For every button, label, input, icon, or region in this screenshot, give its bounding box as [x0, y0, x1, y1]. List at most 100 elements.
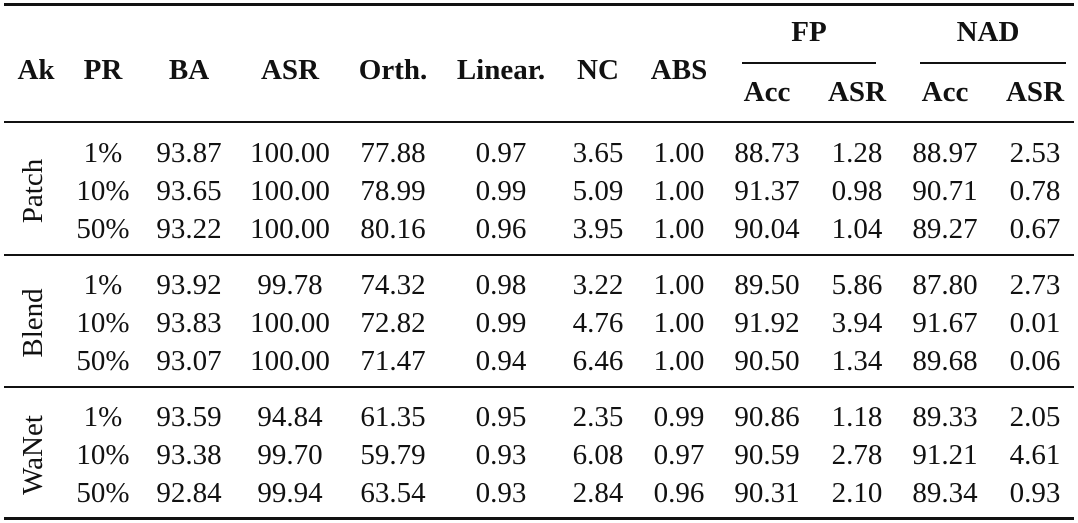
cell-asr: 100.00: [250, 175, 330, 207]
cell-linear: 0.99: [475, 175, 527, 207]
cell-nc: 4.76: [572, 307, 624, 339]
cell-nad-acc: 89.34: [912, 477, 978, 509]
cell-fp-asr: 1.18: [831, 401, 883, 433]
cell-abs: 0.96: [653, 477, 705, 509]
cell-nad-acc: 89.27: [912, 213, 978, 245]
cell-linear: 0.94: [475, 345, 527, 377]
cell-orth: 78.99: [360, 175, 426, 207]
cell-asr: 99.78: [257, 269, 323, 301]
cell-nad-asr: 0.67: [1009, 213, 1061, 245]
cell-ba: 93.59: [156, 401, 222, 433]
cell-ba: 93.22: [156, 213, 222, 245]
cell-abs: 0.99: [653, 401, 705, 433]
cell-linear: 0.96: [475, 213, 527, 245]
cell-orth: 77.88: [360, 137, 426, 169]
cell-ba: 93.38: [156, 439, 222, 471]
cell-nc: 6.46: [572, 345, 624, 377]
cell-pr: 1%: [83, 137, 123, 169]
cell-nc: 3.95: [572, 213, 624, 245]
cell-pr: 50%: [76, 213, 130, 245]
cell-orth: 74.32: [360, 269, 426, 301]
cell-abs: 0.97: [653, 439, 705, 471]
cell-fp-acc: 90.04: [734, 213, 800, 245]
cell-abs: 1.00: [653, 175, 705, 207]
cell-nad-asr: 2.53: [1009, 137, 1061, 169]
cell-nad-asr: 2.05: [1009, 401, 1061, 433]
cell-fp-asr: 5.86: [831, 269, 883, 301]
header-fp-acc: Acc: [743, 76, 791, 108]
cell-abs: 1.00: [653, 345, 705, 377]
cell-fp-acc: 90.50: [734, 345, 800, 377]
cell-nad-acc: 87.80: [912, 269, 978, 301]
header-ba: BA: [168, 54, 210, 86]
cell-pr: 1%: [83, 401, 123, 433]
cell-ba: 93.92: [156, 269, 222, 301]
group-label: Blend: [17, 288, 49, 358]
cell-asr: 99.94: [257, 477, 323, 509]
cell-nc: 3.22: [572, 269, 624, 301]
header-asr: ASR: [260, 54, 320, 86]
cell-nad-acc: 90.71: [912, 175, 978, 207]
header-nc: NC: [577, 54, 619, 86]
cell-asr: 99.70: [257, 439, 323, 471]
cell-fp-asr: 1.34: [831, 345, 883, 377]
cell-nc: 2.84: [572, 477, 624, 509]
cell-nad-acc: 91.21: [912, 439, 978, 471]
cell-nad-acc: 89.33: [912, 401, 978, 433]
cell-linear: 0.97: [475, 137, 527, 169]
cell-nc: 6.08: [572, 439, 624, 471]
header-abs: ABS: [650, 54, 708, 86]
cell-pr: 10%: [76, 307, 130, 339]
cell-nad-asr: 4.61: [1009, 439, 1061, 471]
header-nad-asr: ASR: [1005, 76, 1065, 108]
group-rule-1: [4, 254, 1074, 256]
cell-abs: 1.00: [653, 269, 705, 301]
cell-ba: 93.65: [156, 175, 222, 207]
cell-fp-acc: 90.59: [734, 439, 800, 471]
cell-asr: 94.84: [257, 401, 323, 433]
header-fp: FP: [791, 16, 827, 48]
bottom-rule: [4, 517, 1074, 520]
cell-nad-asr: 0.01: [1009, 307, 1061, 339]
cell-asr: 100.00: [250, 137, 330, 169]
cell-pr: 10%: [76, 175, 130, 207]
cell-orth: 63.54: [360, 477, 426, 509]
cell-fp-asr: 1.04: [831, 213, 883, 245]
fp-underline: [742, 62, 876, 64]
cell-fp-acc: 88.73: [734, 137, 800, 169]
top-rule: [4, 3, 1074, 6]
cell-linear: 0.95: [475, 401, 527, 433]
cell-linear: 0.93: [475, 439, 527, 471]
cell-orth: 72.82: [360, 307, 426, 339]
cell-fp-acc: 90.86: [734, 401, 800, 433]
cell-fp-acc: 91.92: [734, 307, 800, 339]
cell-orth: 80.16: [360, 213, 426, 245]
group-rule-2: [4, 386, 1074, 388]
cell-orth: 59.79: [360, 439, 426, 471]
cell-nad-asr: 0.93: [1009, 477, 1061, 509]
cell-orth: 71.47: [360, 345, 426, 377]
cell-nc: 2.35: [572, 401, 624, 433]
cell-fp-acc: 89.50: [734, 269, 800, 301]
cell-fp-asr: 2.78: [831, 439, 883, 471]
cell-ba: 93.83: [156, 307, 222, 339]
cell-nad-asr: 0.06: [1009, 345, 1061, 377]
header-fp-asr: ASR: [827, 76, 887, 108]
cell-nc: 5.09: [572, 175, 624, 207]
header-ak: Ak: [17, 54, 55, 86]
cell-abs: 1.00: [653, 213, 705, 245]
cell-nc: 3.65: [572, 137, 624, 169]
header-rule: [4, 121, 1074, 123]
cell-nad-asr: 2.73: [1009, 269, 1061, 301]
cell-pr: 1%: [83, 269, 123, 301]
cell-fp-asr: 1.28: [831, 137, 883, 169]
group-label: WaNet: [17, 415, 49, 495]
cell-ba: 93.87: [156, 137, 222, 169]
header-nad: NAD: [956, 16, 1020, 48]
cell-nad-acc: 89.68: [912, 345, 978, 377]
cell-linear: 0.93: [475, 477, 527, 509]
header-linear: Linear.: [456, 54, 546, 86]
cell-ba: 93.07: [156, 345, 222, 377]
nad-underline: [920, 62, 1066, 64]
